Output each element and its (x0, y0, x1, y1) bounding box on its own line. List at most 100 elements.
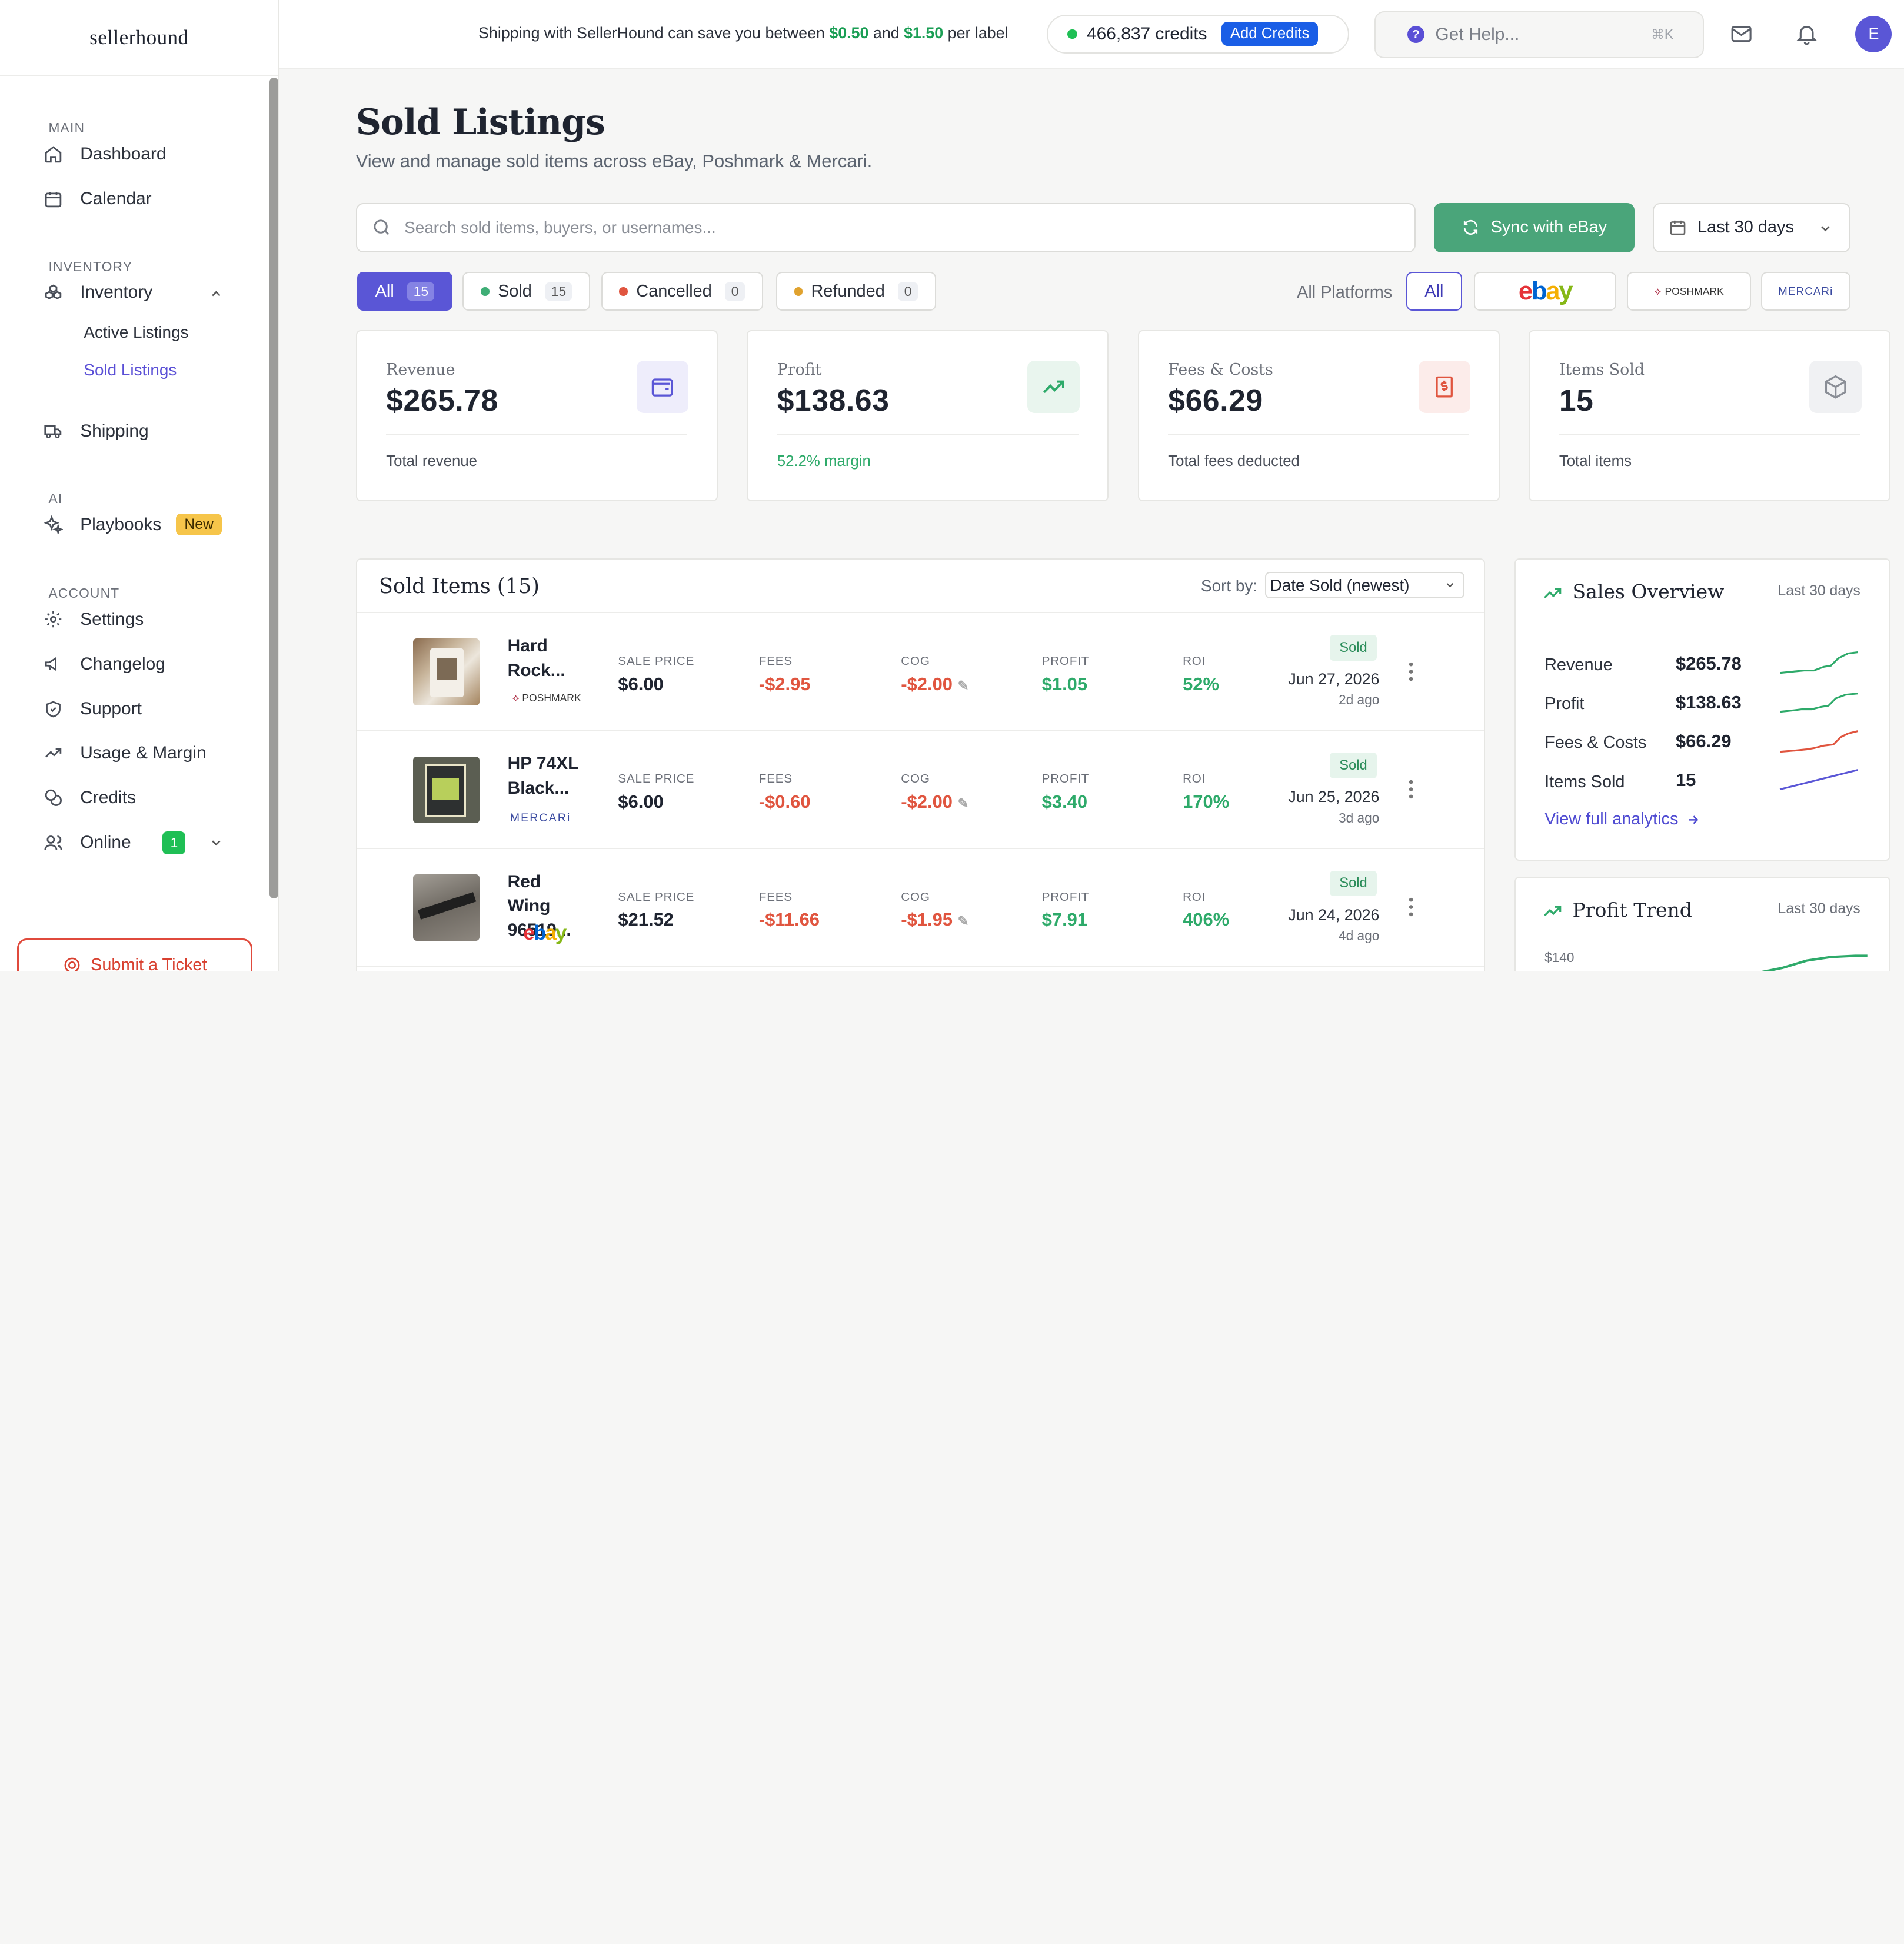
divider (386, 433, 688, 435)
col-header: FEES (758, 890, 793, 904)
receipt-icon (1418, 360, 1471, 413)
sidebar-item-shipping[interactable]: Shipping (44, 415, 149, 447)
pencil-icon[interactable]: ✎ (957, 913, 969, 928)
date-ago: 3d ago (1339, 810, 1380, 825)
tab-label: All (375, 281, 394, 301)
platform-mercari-button[interactable]: MERCARi (1760, 272, 1851, 311)
sort-value: Date Sold (newest) (1270, 575, 1410, 594)
item-thumbnail[interactable] (412, 756, 480, 824)
tab-sold[interactable]: Sold 15 (462, 272, 591, 311)
sort-select[interactable]: Date Sold (newest) (1265, 571, 1464, 599)
sidebar-item-credits[interactable]: Credits (44, 782, 136, 814)
sidebar-scrollbar[interactable] (269, 78, 278, 899)
date-value: Jun 25, 2026 (1288, 788, 1380, 806)
stat-value: $66.29 (1168, 383, 1263, 418)
lifebuoy-icon (64, 957, 80, 972)
more-options-icon[interactable] (1409, 662, 1413, 681)
platform-poshmark-button[interactable]: ⟡ POSHMARK (1627, 272, 1751, 311)
date-range-label: Last 30 days (1697, 218, 1794, 237)
date-value: Jun 24, 2026 (1288, 906, 1380, 924)
sidebar-item-calendar[interactable]: Calendar (44, 184, 152, 215)
more-options-icon[interactable] (1409, 897, 1413, 917)
sidebar-item-changelog[interactable]: Changelog (44, 648, 165, 680)
shipping-promo: Shipping with SellerHound can save you b… (478, 24, 1008, 42)
chevron-down-icon[interactable] (209, 835, 224, 850)
item-thumbnail[interactable] (412, 638, 480, 705)
sidebar-item-label: Changelog (80, 654, 165, 674)
sidebar-item-sold-listings[interactable]: Sold Listings (84, 360, 177, 379)
platform-ebay-button[interactable]: ebay (1474, 272, 1616, 311)
avatar[interactable]: E (1855, 15, 1892, 52)
table-row[interactable]: Hard Rock... ⟡ POSHMARK SALE PRICE $6.00 … (357, 613, 1484, 731)
stat-value: $265.78 (386, 383, 498, 418)
link-label: View full analytics (1544, 810, 1679, 829)
y-axis-tick: $140 (1544, 949, 1575, 965)
sale-price-cell: SALE PRICE $21.52 (618, 890, 694, 930)
overview-value: 15 (1675, 770, 1696, 791)
tab-count: 15 (545, 282, 572, 301)
fees-value: -$11.66 (758, 908, 820, 930)
add-credits-button[interactable]: Add Credits (1221, 22, 1318, 46)
fees-cell: FEES -$2.95 (759, 654, 811, 694)
section-ai: AI (48, 490, 63, 506)
item-name[interactable]: Hard Rock... (507, 636, 565, 680)
pencil-icon[interactable]: ✎ (957, 795, 969, 811)
mail-icon[interactable] (1729, 22, 1753, 46)
submit-ticket-button[interactable]: Submit a Ticket (16, 938, 253, 972)
platform-all-button[interactable]: All (1406, 272, 1462, 311)
profit-value: $7.91 (1041, 908, 1088, 930)
fees-cell: FEES -$11.66 (759, 890, 820, 930)
profit-trend-panel: Profit Trend Last 30 days $140 (1514, 877, 1891, 972)
sidebar-item-inventory[interactable]: Inventory (44, 277, 152, 309)
sidebar-item-dashboard[interactable]: Dashboard (44, 138, 167, 170)
panel-title: Profit Trend (1572, 898, 1692, 922)
cog-value: -$2.00 (901, 791, 953, 812)
app-logo[interactable]: sellerhound (0, 0, 278, 77)
search-box (355, 202, 1416, 253)
col-header: COG (901, 654, 930, 668)
table-row[interactable]: HP 74XL Black... MERCARi SALE PRICE $6.00… (357, 731, 1484, 849)
date-range-select[interactable]: Last 30 days (1652, 202, 1851, 253)
item-name[interactable]: HP 74XL Black... (507, 754, 578, 798)
more-options-icon[interactable] (1409, 780, 1413, 799)
tab-all[interactable]: All 15 (357, 272, 453, 311)
help-icon: ? (1407, 26, 1424, 44)
status-dot (1067, 29, 1077, 39)
help-placeholder: Get Help... (1435, 24, 1520, 44)
promo-high: $1.50 (904, 24, 944, 42)
help-search[interactable]: ? Get Help... ⌘K (1374, 11, 1704, 59)
online-count-badge: 1 (162, 831, 186, 854)
stat-label: Revenue (386, 360, 455, 379)
table-row[interactable]: Red Wing 96519... ebay SALE PRICE $21.52 … (357, 849, 1484, 967)
tab-cancelled[interactable]: Cancelled 0 (601, 272, 763, 311)
col-header: SALE PRICE (618, 890, 695, 904)
status-badge: Sold (1329, 753, 1377, 778)
sync-label: Sync with eBay (1490, 218, 1607, 237)
chevron-up-icon[interactable] (209, 287, 224, 301)
date-ago: 2d ago (1339, 692, 1380, 708)
sidebar-item-playbooks[interactable]: Playbooks New (44, 509, 222, 541)
search-input[interactable] (404, 218, 1415, 237)
arrow-right-icon (1688, 815, 1699, 824)
section-account: ACCOUNT (48, 585, 120, 601)
sidebar-item-usage-margin[interactable]: Usage & Margin (44, 737, 207, 769)
sidebar-item-label: Credits (80, 787, 136, 807)
sidebar: sellerhound MAIN Dashboard Calendar INVE… (0, 0, 279, 972)
sync-ebay-button[interactable]: Sync with eBay (1434, 202, 1635, 253)
stat-card-items: Items Sold 15 Total items (1529, 330, 1891, 502)
sidebar-item-online[interactable]: Online 1 (44, 827, 186, 858)
sidebar-item-settings[interactable]: Settings (44, 604, 144, 635)
truck-icon (44, 421, 63, 441)
bell-icon[interactable] (1795, 22, 1819, 46)
sparkline (1780, 692, 1858, 713)
sidebar-item-label: Support (80, 699, 142, 719)
sale-price: $21.52 (618, 908, 674, 930)
item-thumbnail[interactable] (412, 874, 480, 941)
tab-refunded[interactable]: Refunded 0 (775, 272, 936, 311)
status-badge: Sold (1329, 870, 1377, 897)
pencil-icon[interactable]: ✎ (957, 677, 969, 693)
item-name[interactable]: Red Wing 96519... (507, 871, 571, 940)
sidebar-item-support[interactable]: Support (44, 693, 142, 725)
view-analytics-link[interactable]: View full analytics (1544, 810, 1700, 829)
sidebar-item-active-listings[interactable]: Active Listings (84, 322, 189, 341)
